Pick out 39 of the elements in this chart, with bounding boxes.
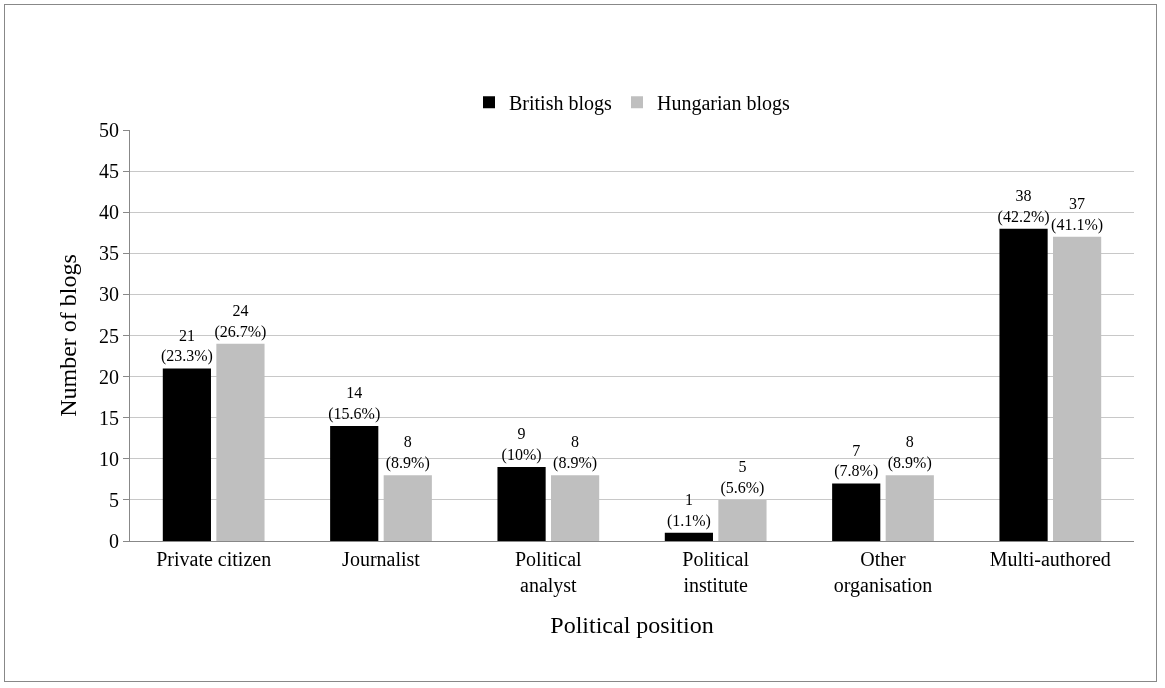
y-tick-label: 50 [99,119,119,141]
y-tick-label: 5 [109,488,119,511]
y-tick-label: 15 [99,406,119,429]
data-label: 38 (42.2%) [997,186,1050,226]
y-tick-label: 0 [109,530,119,552]
bar [999,228,1048,541]
legend-label: British blogs [509,92,613,116]
data-label: 1 (1.1%) [666,490,711,530]
x-tick-label: Journalist [342,548,421,570]
data-label: 14 (15.6%) [328,384,381,423]
data-label: 24 (26.7%) [214,301,267,341]
data-label: 8 (8.9%) [553,433,598,473]
y-tick-label: 20 [99,365,119,388]
bar [330,425,379,541]
data-label: 7 (7.8%) [834,441,879,481]
data-label: 5 (5.6%) [720,458,765,497]
x-axis-title: Political position [550,612,714,639]
x-tick-label: Political analyst [514,548,583,597]
data-label: 8 (8.9%) [887,433,932,473]
y-tick-label: 40 [99,201,119,224]
data-label: 37 (41.1%) [1051,195,1104,234]
bar [162,368,211,541]
x-tick-label: Private citizen [156,548,272,570]
y-tick-label: 10 [99,447,119,470]
y-tick-label: 35 [99,242,119,265]
bar [832,483,881,541]
y-tick-label: 45 [99,160,119,183]
bar [497,467,546,541]
data-label: 9 (10%) [501,425,542,465]
bar [664,532,713,541]
legend-label: Hungarian blogs [657,92,790,116]
y-tick-label: 30 [99,283,119,306]
x-tick-label: Multi-authored [989,548,1111,570]
x-tick-label: Other organisation [833,548,933,597]
y-tick-label: 25 [99,324,119,347]
y-axis-title: Number of blogs [55,254,82,417]
data-label: 8 (8.9%) [385,433,430,473]
x-tick-label: Political institute [682,548,750,596]
data-label: 21 (23.3%) [160,326,213,366]
